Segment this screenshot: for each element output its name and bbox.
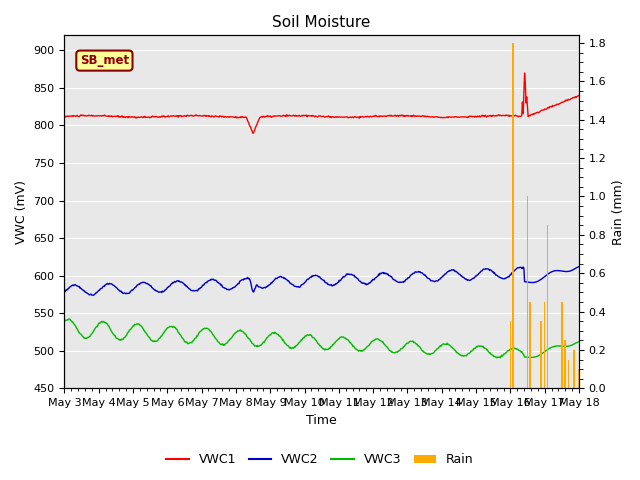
Legend: VWC1, VWC2, VWC3, Rain: VWC1, VWC2, VWC3, Rain (161, 448, 479, 471)
X-axis label: Time: Time (307, 414, 337, 427)
Bar (513, 43, 514, 388)
Y-axis label: VWC (mV): VWC (mV) (15, 180, 28, 244)
Bar (547, 225, 548, 388)
Bar (527, 196, 528, 388)
Bar (573, 350, 575, 388)
Bar (564, 340, 566, 388)
Bar (544, 302, 545, 388)
Y-axis label: Rain (mm): Rain (mm) (612, 179, 625, 245)
Bar (568, 360, 570, 388)
Bar (529, 302, 531, 388)
Bar (509, 321, 511, 388)
Bar (578, 369, 580, 388)
Title: Soil Moisture: Soil Moisture (273, 15, 371, 30)
Bar (540, 321, 542, 388)
Bar (561, 302, 563, 388)
Text: SB_met: SB_met (80, 54, 129, 67)
